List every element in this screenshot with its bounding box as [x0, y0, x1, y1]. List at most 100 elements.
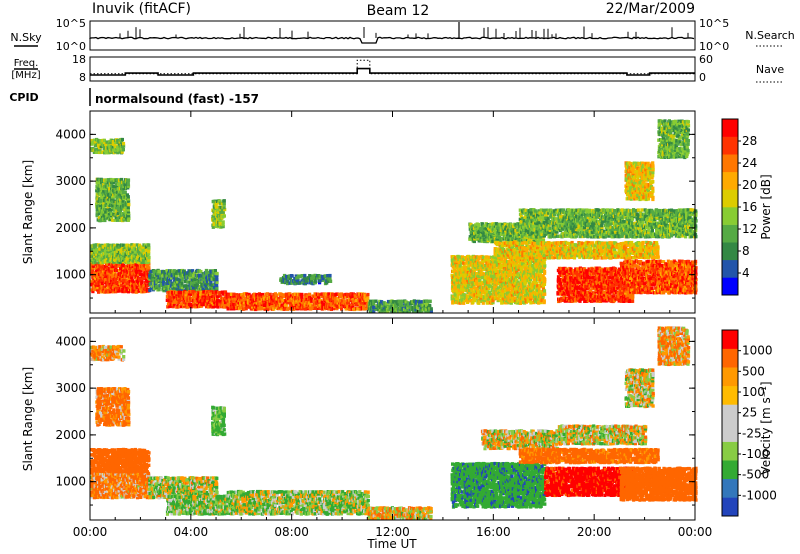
power-cell-5 — [169, 302, 173, 307]
power-cell-1 — [147, 249, 151, 254]
power-cell-10 — [478, 278, 482, 283]
power-cell-7 — [243, 296, 247, 300]
power-cell-1 — [109, 247, 113, 251]
power-cell-2 — [102, 201, 106, 206]
power-cell-7 — [340, 307, 344, 311]
power-cell-2 — [108, 194, 112, 199]
power-cell-10 — [457, 283, 461, 287]
power-cell-10 — [531, 259, 535, 264]
power-cell-10 — [519, 266, 524, 270]
power-cell-11 — [508, 235, 513, 239]
freq-left-tick-bottom: 8 — [79, 71, 86, 84]
power-cell-1 — [142, 243, 146, 247]
power-cell-7 — [295, 296, 299, 301]
power-cell-10 — [455, 259, 459, 263]
power-cell-10 — [526, 295, 531, 299]
power-cell-7 — [313, 296, 317, 301]
power-cell-10 — [504, 301, 508, 305]
power-cell-4 — [193, 280, 197, 284]
power-cell-0 — [131, 264, 135, 268]
power-cell-10 — [491, 295, 495, 299]
power-cell-11 — [487, 227, 492, 231]
power-cell-11 — [490, 235, 494, 239]
power-cell-10 — [501, 292, 505, 296]
power-cell-10 — [511, 284, 515, 289]
power-cell-12 — [497, 255, 501, 260]
power-cell-10 — [452, 255, 456, 259]
power-cell-7 — [309, 296, 314, 301]
power-cell-7 — [362, 304, 366, 309]
power-cell-5 — [210, 292, 214, 296]
power-cell-10 — [500, 263, 504, 268]
power-cell-1 — [98, 249, 102, 254]
power-cell-11 — [478, 231, 482, 235]
power-cell-10 — [491, 300, 495, 305]
nave-right-label: Nave — [756, 63, 784, 76]
power-cell-5 — [212, 304, 216, 309]
power-cell-8 — [311, 274, 315, 278]
power-cell-9 — [418, 300, 423, 304]
power-cell-10 — [488, 261, 492, 265]
power-cell-11 — [476, 222, 480, 227]
power-cell-0 — [140, 279, 144, 283]
power-cell-7 — [279, 299, 283, 303]
power-cell-6 — [212, 222, 216, 227]
power-cell-0 — [136, 281, 141, 285]
power-cell-7 — [340, 294, 344, 298]
power-cell-3 — [120, 137, 124, 142]
power-cell-7 — [309, 303, 313, 307]
power-cell-5 — [195, 302, 200, 306]
power-cell-10 — [451, 288, 455, 293]
power-cell-8 — [328, 277, 332, 281]
power-cell-10 — [482, 282, 486, 286]
power-cell-5 — [199, 292, 203, 296]
power-cell-8 — [308, 281, 312, 285]
power-cell-11 — [489, 225, 493, 229]
power-cell-5 — [167, 292, 171, 296]
power-cell-8 — [290, 274, 294, 278]
power-cell-8 — [304, 279, 308, 283]
power-cell-2 — [97, 216, 101, 220]
power-cell-0 — [100, 281, 104, 286]
power-cell-10 — [523, 301, 527, 305]
power-cell-11 — [469, 229, 473, 233]
power-cell-10 — [485, 271, 489, 276]
power-cell-10 — [542, 299, 546, 303]
beam-title: Beam 12 — [367, 3, 430, 19]
power-cell-4 — [185, 275, 189, 280]
power-cell-7 — [258, 307, 262, 311]
power-cell-0 — [122, 266, 126, 271]
power-cell-2 — [96, 214, 100, 218]
power-cell-10 — [526, 297, 530, 301]
power-cell-1 — [124, 254, 128, 258]
nsky-right-label: N.Search — [745, 29, 795, 42]
power-cell-11 — [477, 225, 481, 229]
power-cell-5 — [191, 295, 196, 299]
power-cell-4 — [215, 271, 219, 276]
power-cell-1 — [139, 247, 143, 252]
power-cell-1 — [116, 260, 120, 264]
power-cell-0 — [144, 262, 148, 267]
power-cell-11 — [468, 235, 472, 239]
power-cell-10 — [529, 297, 533, 301]
power-cell-11 — [495, 224, 499, 229]
power-cell-2 — [112, 201, 116, 205]
power-cell-10 — [472, 286, 476, 290]
power-cell-6 — [223, 207, 227, 212]
power-cell-2 — [118, 184, 122, 188]
power-cell-11 — [494, 222, 499, 226]
power-cell-7 — [351, 302, 355, 306]
power-cell-11 — [499, 237, 503, 241]
power-cell-10 — [498, 266, 503, 270]
power-cell-10 — [479, 288, 484, 292]
power-cell-4 — [204, 286, 209, 290]
power-cell-0 — [113, 285, 117, 289]
power-cell-1 — [90, 246, 94, 250]
power-cell-9 — [398, 299, 402, 304]
power-cell-0 — [118, 279, 122, 283]
power-cell-1 — [112, 250, 116, 254]
power-cell-2 — [126, 178, 131, 182]
power-cell-7 — [288, 292, 292, 296]
power-cell-1 — [98, 251, 102, 256]
power-cell-0 — [96, 281, 100, 285]
